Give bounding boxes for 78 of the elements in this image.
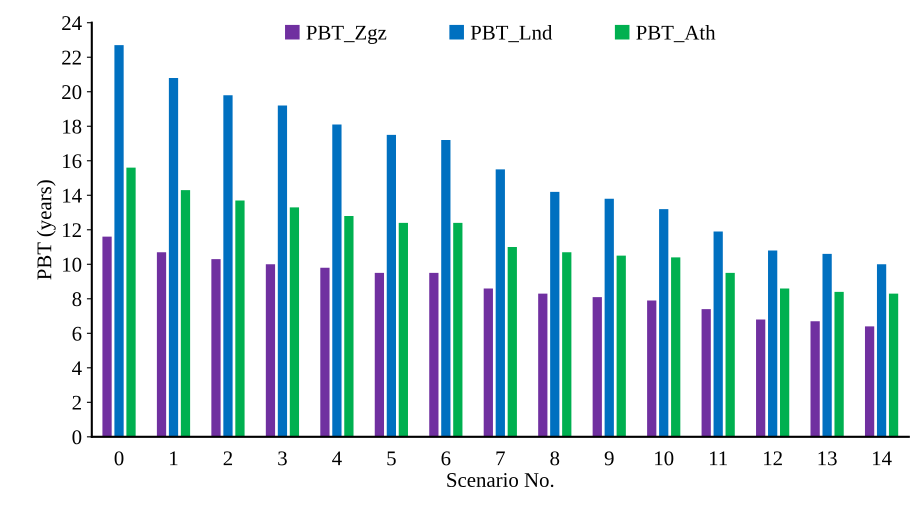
x-tick-label: 0 — [114, 451, 124, 466]
y-tick-label: 12 — [63, 223, 81, 238]
bar — [562, 252, 572, 437]
bar — [671, 257, 680, 437]
y-tick-label: 20 — [62, 85, 82, 100]
bar — [374, 272, 384, 437]
x-tick-label: 6 — [442, 451, 450, 466]
bar — [441, 140, 450, 437]
x-tick-label: 2 — [224, 451, 232, 466]
bar — [714, 232, 723, 437]
bar — [453, 222, 462, 437]
bar — [888, 294, 898, 437]
bar — [429, 272, 438, 437]
bar — [604, 198, 614, 437]
bar — [834, 292, 844, 437]
bar — [647, 300, 656, 437]
bar — [508, 247, 517, 437]
bar — [126, 168, 136, 437]
bar — [398, 222, 408, 437]
bar — [344, 216, 354, 437]
bar — [102, 236, 112, 437]
bar — [876, 264, 886, 437]
bar — [550, 192, 560, 437]
x-tick-label: 9 — [604, 451, 614, 466]
legend-label: PBT_Zgz — [306, 26, 386, 44]
bar — [756, 319, 766, 437]
bar — [864, 326, 874, 437]
x-tick-label: 1 — [170, 451, 178, 466]
bar — [114, 45, 124, 437]
y-tick-label: 8 — [72, 292, 82, 306]
y-tick-label: 4 — [72, 361, 82, 376]
bar — [592, 297, 602, 437]
bar — [278, 106, 288, 437]
x-tick-label: 14 — [873, 451, 892, 466]
x-tick-label: 13 — [818, 451, 837, 466]
x-tick-label: 7 — [496, 452, 505, 466]
x-tick-label: 5 — [387, 452, 396, 466]
bar — [702, 309, 711, 437]
bar — [156, 252, 166, 437]
bar — [223, 95, 233, 437]
y-tick-label: 24 — [62, 16, 82, 30]
x-tick-label: 10 — [655, 451, 674, 466]
y-tick-label: 10 — [63, 258, 82, 272]
bar — [484, 288, 493, 437]
y-tick-label: 18 — [63, 120, 82, 134]
bar — [290, 207, 300, 437]
y-tick-label: 2 — [72, 396, 81, 410]
bar — [496, 169, 505, 437]
x-axis-title: Scenario No. — [447, 473, 554, 488]
bar — [180, 190, 190, 437]
bar — [780, 288, 790, 437]
legend-label: PBT_Lnd — [470, 25, 552, 42]
y-tick-label: 0 — [72, 430, 82, 444]
bar — [768, 250, 778, 437]
bar — [538, 294, 548, 437]
x-tick-label: 3 — [278, 451, 287, 466]
y-tick-label: 14 — [63, 188, 82, 202]
bar — [616, 256, 626, 437]
x-tick-label: 8 — [550, 451, 560, 466]
bar — [235, 200, 245, 437]
y-tick-label: 22 — [62, 50, 81, 64]
x-tick-label: 4 — [332, 451, 342, 466]
bar — [266, 264, 276, 437]
bar — [332, 124, 342, 437]
bar — [659, 209, 668, 437]
bar — [726, 272, 735, 437]
y-tick-label: 16 — [63, 154, 82, 168]
bar — [810, 321, 820, 437]
bar — [211, 259, 221, 437]
legend-label: PBT_Ath — [636, 25, 716, 42]
x-tick-label: 12 — [764, 451, 782, 466]
bar — [320, 268, 330, 437]
bar — [386, 134, 396, 437]
y-tick-label: 6 — [72, 326, 82, 341]
x-tick-label: 11 — [710, 451, 727, 466]
y-axis-title: PBT (years) — [36, 180, 56, 280]
bar — [822, 254, 832, 437]
bar — [168, 78, 178, 437]
